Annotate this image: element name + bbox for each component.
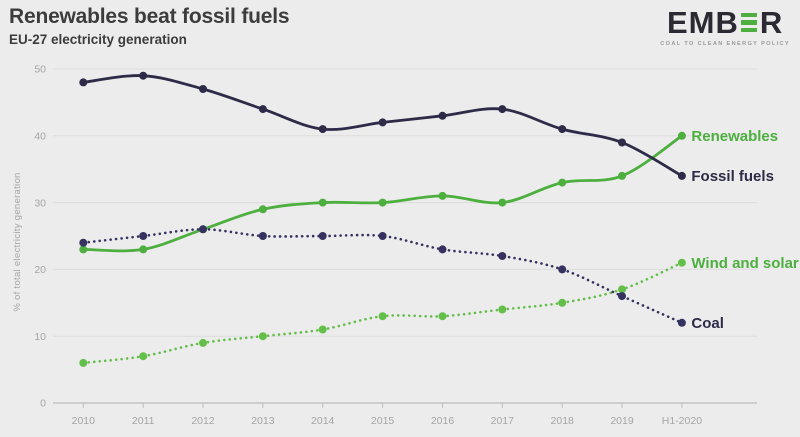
y-tick-label: 10	[34, 331, 46, 343]
logo-bars-icon	[740, 12, 757, 33]
data-point-fossil-fuels	[438, 111, 447, 120]
series-label-fossil-fuels: Fossil fuels	[691, 168, 774, 185]
page-title: Renewables beat fossil fuels	[9, 5, 290, 28]
y-tick-label: 50	[34, 64, 46, 76]
x-tick-label: 2018	[551, 415, 575, 427]
data-point-renewables	[558, 178, 567, 187]
data-point-renewables	[378, 198, 387, 207]
data-point-wind-and-solar	[79, 358, 88, 367]
data-point-fossil-fuels	[199, 85, 207, 93]
x-tick-label: 2016	[431, 415, 455, 427]
y-tick-label: 0	[40, 398, 46, 410]
ember-logo-wordmark: EMB R	[667, 7, 783, 38]
data-point-wind-and-solar	[199, 338, 207, 347]
data-point-wind-and-solar	[677, 258, 686, 267]
data-point-coal	[558, 265, 567, 274]
y-tick-label: 20	[34, 264, 46, 276]
series-line-coal	[82, 228, 684, 325]
data-point-wind-and-solar	[139, 352, 148, 361]
data-point-fossil-fuels	[79, 78, 88, 87]
data-point-renewables	[677, 131, 686, 140]
data-point-fossil-fuels	[258, 105, 267, 114]
data-point-fossil-fuels	[139, 71, 148, 80]
ember-logo: EMB R COAL TO CLEAN ENERGY POLICY	[660, 7, 790, 47]
y-tick-label: 40	[34, 131, 46, 143]
data-point-fossil-fuels	[378, 118, 387, 127]
data-point-wind-and-solar	[318, 325, 327, 334]
data-point-coal	[677, 318, 686, 327]
series-label-coal: Coal	[691, 315, 724, 332]
data-point-fossil-fuels	[318, 125, 327, 134]
data-point-renewables	[498, 198, 507, 207]
data-point-coal	[139, 232, 148, 240]
x-tick-label: 2014	[311, 415, 335, 427]
series-label-renewables: Renewables	[691, 128, 778, 145]
x-tick-label: 2017	[491, 415, 515, 427]
data-point-coal	[618, 292, 626, 301]
data-point-coal	[79, 238, 88, 247]
data-point-coal	[318, 232, 327, 240]
data-point-coal	[378, 232, 387, 240]
logo-text-start: EMB	[667, 5, 739, 40]
data-point-renewables	[139, 245, 148, 254]
data-point-wind-and-solar	[378, 312, 387, 321]
logo-text-end: R	[759, 5, 784, 40]
data-point-coal	[258, 232, 267, 240]
data-point-renewables	[258, 205, 267, 214]
x-tick-label: 2011	[132, 415, 155, 427]
data-point-wind-and-solar	[618, 285, 626, 294]
data-point-wind-and-solar	[498, 305, 507, 314]
data-point-wind-and-solar	[558, 298, 567, 307]
data-point-fossil-fuels	[498, 105, 507, 114]
data-point-renewables	[318, 198, 327, 207]
series-label-wind-and-solar: Wind and solar	[691, 255, 799, 272]
x-tick-label: 2010	[72, 415, 96, 427]
x-tick-label: H1-2020	[662, 415, 702, 427]
data-point-fossil-fuels	[677, 171, 686, 180]
x-tick-label: 2013	[251, 415, 275, 427]
data-point-wind-and-solar	[438, 312, 447, 321]
data-point-coal	[199, 225, 207, 234]
data-point-renewables	[438, 191, 447, 200]
data-point-fossil-fuels	[558, 125, 567, 134]
data-point-coal	[498, 252, 507, 260]
x-tick-label: 2012	[191, 415, 215, 427]
y-tick-label: 30	[34, 197, 46, 209]
x-tick-label: 2015	[371, 415, 395, 427]
data-point-renewables	[618, 171, 626, 180]
page-subtitle: EU-27 electricity generation	[9, 32, 187, 47]
data-point-renewables	[79, 245, 88, 254]
data-point-fossil-fuels	[618, 138, 626, 147]
data-point-wind-and-solar	[258, 332, 267, 341]
x-tick-label: 2019	[610, 415, 634, 427]
data-point-coal	[438, 245, 447, 254]
logo-tagline: COAL TO CLEAN ENERGY POLICY	[660, 41, 790, 47]
